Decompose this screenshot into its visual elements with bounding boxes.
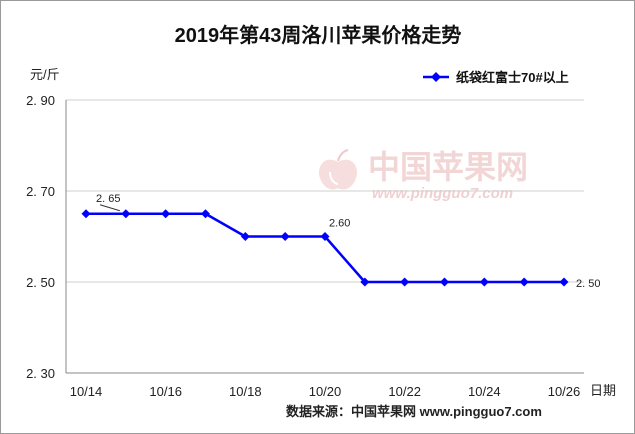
x-tick-label: 10/26 xyxy=(548,384,581,399)
y-tick-label: 2. 90 xyxy=(26,93,55,108)
legend-label: 纸袋红富士70#以上 xyxy=(456,70,569,85)
x-tick-label: 10/16 xyxy=(149,384,182,399)
data-labels: 2. 65 2.60 2. 50 xyxy=(96,193,600,290)
data-source: 数据来源：中国苹果网 www.pingguo7.com xyxy=(286,404,542,419)
x-tick-label: 10/24 xyxy=(468,384,501,399)
watermark-url: www.pingguo7.com xyxy=(372,185,513,202)
axes xyxy=(65,100,584,374)
y-tick-label: 2. 50 xyxy=(26,275,55,290)
x-tick-label: 10/20 xyxy=(309,384,342,399)
x-tick-label: 10/18 xyxy=(229,384,262,399)
series-line-path xyxy=(86,212,564,284)
data-point xyxy=(280,232,290,241)
watermark-name: 中国苹果网 xyxy=(368,149,528,185)
data-point xyxy=(559,277,569,287)
data-point xyxy=(81,209,91,219)
series-markers xyxy=(81,209,569,287)
data-point xyxy=(320,232,330,241)
data-point xyxy=(400,277,410,287)
data-label-leader xyxy=(99,204,120,212)
x-tick-label: 10/22 xyxy=(388,384,421,399)
y-tick-label: 2. 30 xyxy=(26,366,55,381)
data-point xyxy=(201,209,210,219)
watermark-apple-logo xyxy=(318,149,358,190)
series-line xyxy=(86,212,564,284)
data-point xyxy=(519,277,529,287)
y-tick-labels: 2. 90 2. 70 2. 50 2. 30 xyxy=(26,93,55,381)
data-point xyxy=(440,277,449,287)
data-point xyxy=(161,209,171,219)
legend: 纸袋红富士70#以上 xyxy=(423,70,569,85)
data-label: 2.60 xyxy=(329,218,350,230)
y-axis-unit: 元/斤 xyxy=(30,67,60,82)
data-point xyxy=(360,277,370,287)
data-point xyxy=(479,277,489,287)
data-label: 2. 50 xyxy=(576,278,600,290)
watermark: 中国苹果网 www.pingguo7.com xyxy=(318,149,528,202)
legend-marker xyxy=(431,72,441,82)
x-axis-label: 日期 xyxy=(590,383,616,398)
data-label: 2. 65 xyxy=(96,193,120,205)
data-point xyxy=(240,232,250,241)
x-tick-label: 10/14 xyxy=(70,384,103,399)
x-tick-labels: 10/14 10/16 10/18 10/20 10/22 10/24 10/26 xyxy=(70,384,581,399)
chart-title: 2019年第43周洛川苹果价格走势 xyxy=(175,23,462,47)
data-point xyxy=(121,209,131,219)
y-tick-label: 2. 70 xyxy=(26,184,55,199)
gridlines xyxy=(66,99,584,283)
